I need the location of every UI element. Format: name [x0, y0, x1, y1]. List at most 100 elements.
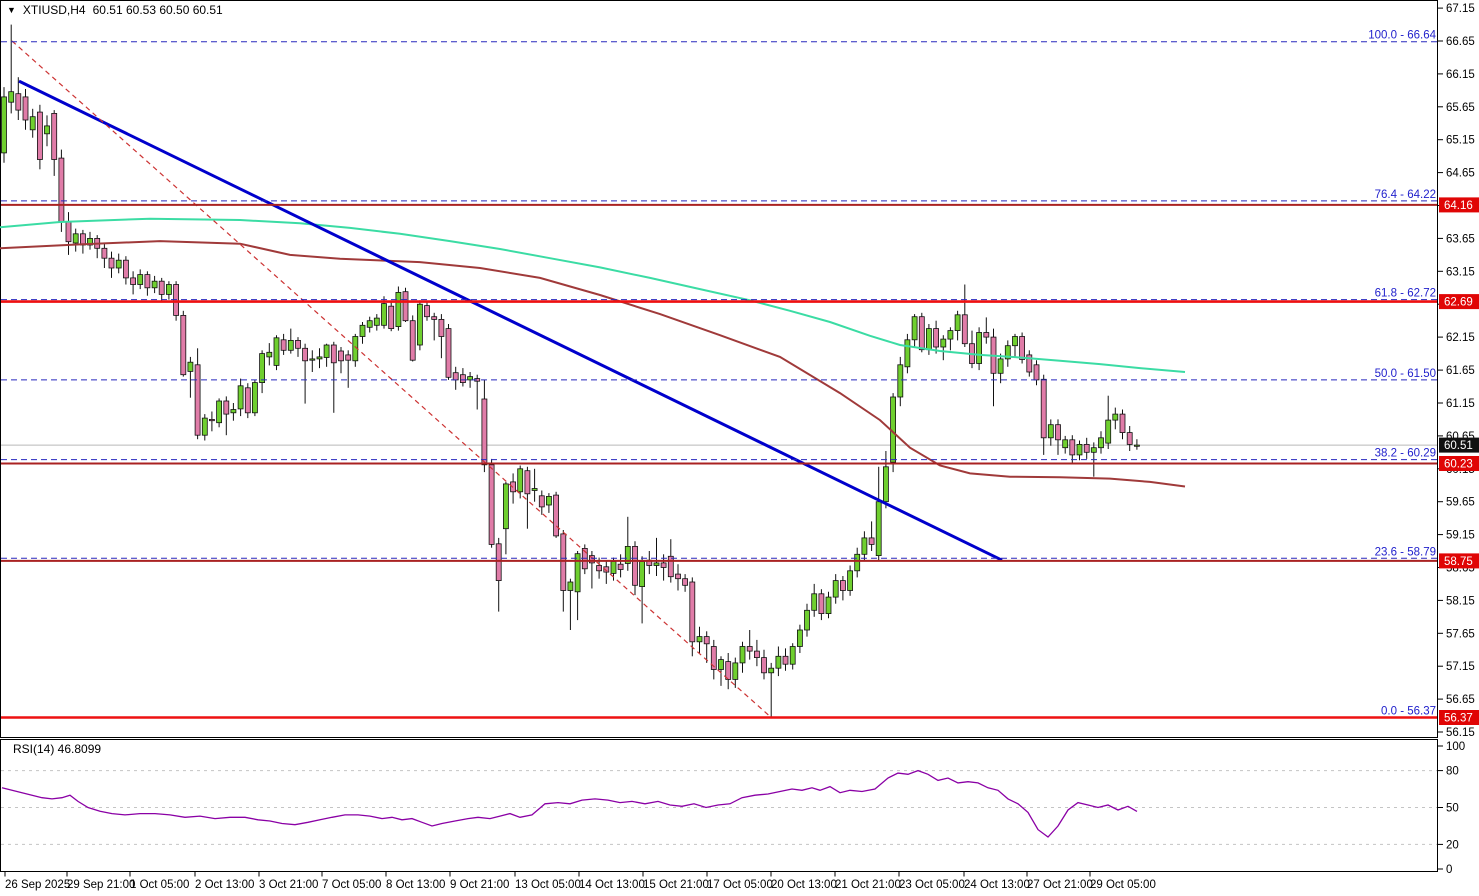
- bull-candle: [237, 385, 244, 410]
- bear-candle: [208, 418, 215, 422]
- bear-candle: [388, 305, 395, 330]
- bear-candle: [703, 636, 710, 645]
- bull-candle: [366, 320, 373, 328]
- bull-candle: [517, 468, 524, 493]
- bear-candle: [538, 495, 545, 508]
- bear-candle: [1126, 432, 1133, 445]
- bull-candle: [574, 553, 581, 593]
- time-axis-label: 15 Oct 21:00: [643, 879, 709, 891]
- price-axis-tick-label: 56.15: [1446, 727, 1475, 739]
- bull-candle: [624, 546, 631, 564]
- bull-candle: [1047, 424, 1054, 439]
- bear-candle: [632, 546, 638, 586]
- bull-candle: [8, 91, 15, 103]
- bull-candle: [897, 364, 904, 398]
- fib-level-label: 61.8 - 62.72: [1375, 288, 1436, 300]
- price-chart-pane[interactable]: [0, 0, 1438, 738]
- bear-candle: [22, 96, 29, 121]
- bear-candle: [560, 533, 567, 591]
- bear-candle: [101, 247, 108, 259]
- bull-candle: [151, 280, 158, 289]
- bull-candle: [610, 561, 617, 574]
- price-axis-tick-label: 66.65: [1446, 36, 1475, 48]
- fib-level-label: 38.2 - 60.29: [1375, 448, 1436, 460]
- bull-candle: [502, 483, 509, 530]
- time-axis-label: 14 Oct 13:00: [579, 879, 645, 891]
- bear-candle: [1119, 413, 1126, 434]
- price-axis-tick-label: 63.15: [1446, 266, 1475, 278]
- time-axis-label: 1 Oct 05:00: [130, 879, 189, 891]
- level-price-tag: [1439, 456, 1479, 471]
- bull-candle: [165, 284, 172, 295]
- bull-candle: [531, 488, 538, 491]
- level-price-tag-text: 60.23: [1444, 459, 1473, 471]
- bull-candle: [1112, 413, 1119, 421]
- rsi-line: [1, 769, 1138, 838]
- chart-title: ▼ XTIUSD,H4 60.51 60.53 60.50 60.51: [7, 3, 223, 17]
- bear-candle: [65, 221, 72, 243]
- bull-candle: [875, 501, 882, 557]
- bear-candle: [280, 339, 287, 351]
- bull-candle: [416, 303, 423, 346]
- bear-candle: [983, 332, 990, 338]
- rsi-axis-tick-label: 20: [1446, 839, 1459, 851]
- bull-candle: [811, 593, 818, 611]
- bear-candle: [15, 93, 22, 111]
- bull-candle: [1004, 345, 1011, 360]
- bull-candle: [259, 353, 266, 384]
- bear-candle: [840, 580, 846, 591]
- bull-candle: [309, 358, 316, 361]
- bear-candle: [1019, 336, 1025, 360]
- time-axis-label: 23 Oct 05:00: [899, 879, 965, 891]
- bull-candle: [201, 417, 208, 436]
- time-axis-label: 29 Oct 05:00: [1090, 879, 1156, 891]
- bull-candle: [251, 382, 258, 414]
- time-axis-label: 8 Oct 13:00: [386, 879, 445, 891]
- bull-candle: [696, 636, 703, 643]
- bear-candle: [746, 646, 753, 652]
- bear-candle: [818, 593, 825, 614]
- price-axis-tick-label: 57.65: [1446, 628, 1475, 640]
- bull-candle: [739, 646, 746, 664]
- bull-candle: [997, 358, 1004, 374]
- bull-candle: [323, 344, 330, 358]
- bull-candle: [718, 659, 724, 670]
- price-axis-tick-label: 61.15: [1446, 398, 1475, 410]
- bear-candle: [1026, 354, 1033, 373]
- bull-candle: [1090, 447, 1097, 453]
- trendline-blue[interactable]: [18, 79, 1003, 562]
- bear-candle: [689, 581, 696, 643]
- rsi-axis-tick-label: 80: [1446, 766, 1459, 778]
- ma-slow-line: [0, 240, 1186, 488]
- collapse-arrow-icon[interactable]: ▼: [7, 4, 16, 15]
- bull-candle: [861, 537, 868, 555]
- bear-candle: [108, 257, 115, 269]
- bear-candle: [667, 555, 674, 578]
- bull-candle: [546, 495, 552, 506]
- bear-candle: [144, 274, 151, 289]
- price-axis-tick-label: 57.15: [1446, 661, 1475, 673]
- bear-candle: [1040, 378, 1047, 439]
- rsi-axis-tick-label: 0: [1446, 864, 1452, 876]
- bull-candle: [768, 667, 775, 674]
- time-axis-label: 3 Oct 21:00: [259, 879, 318, 891]
- bull-candle: [1062, 439, 1069, 449]
- current-price-tag: [1439, 437, 1479, 453]
- time-axis-label: 2 Oct 13:00: [195, 879, 254, 891]
- time-axis-label: 24 Oct 13:00: [964, 879, 1030, 891]
- bull-candle: [216, 400, 223, 424]
- bull-candle: [287, 339, 294, 351]
- bull-candle: [115, 259, 122, 269]
- time-axis-label: 17 Oct 05:00: [707, 879, 773, 891]
- time-axis-label: 20 Oct 13:00: [771, 879, 837, 891]
- bull-candle: [373, 317, 380, 326]
- bull-candle: [44, 125, 50, 135]
- bear-candle: [589, 555, 595, 564]
- bear-candle: [481, 398, 488, 466]
- bear-candle: [1033, 364, 1040, 381]
- rsi-axis-tick-label: 50: [1446, 803, 1459, 815]
- bear-candle: [660, 562, 667, 568]
- bull-candle: [947, 330, 954, 340]
- bear-candle: [223, 400, 230, 415]
